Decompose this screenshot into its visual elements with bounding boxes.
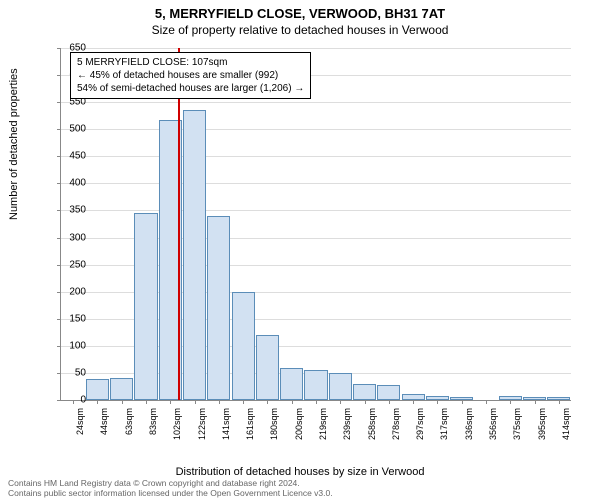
x-tick-mark (316, 400, 317, 404)
y-tick-label: 450 (56, 151, 86, 162)
x-tick-mark (146, 400, 147, 404)
x-tick-label: 239sqm (342, 408, 352, 448)
x-tick-mark (559, 400, 560, 404)
histogram-bar (523, 397, 546, 400)
x-tick-mark (389, 400, 390, 404)
chart-container: 5, MERRYFIELD CLOSE, VERWOOD, BH31 7AT S… (0, 0, 600, 500)
histogram-bar (256, 335, 279, 400)
x-tick-mark (413, 400, 414, 404)
chart-title-sub: Size of property relative to detached ho… (0, 21, 600, 37)
grid-line (61, 210, 571, 211)
x-tick-mark (437, 400, 438, 404)
x-axis-label: Distribution of detached houses by size … (0, 466, 600, 478)
histogram-bar (232, 292, 255, 400)
histogram-bar (207, 216, 230, 400)
x-tick-mark (365, 400, 366, 404)
y-tick-label: 250 (56, 259, 86, 270)
chart-footer: Contains HM Land Registry data © Crown c… (8, 478, 333, 498)
histogram-bar (450, 397, 473, 400)
y-tick-label: 350 (56, 205, 86, 216)
chart-annotation-box: 5 MERRYFIELD CLOSE: 107sqm ← 45% of deta… (70, 52, 311, 99)
x-tick-mark (486, 400, 487, 404)
x-tick-mark (170, 400, 171, 404)
y-tick-label: 500 (56, 124, 86, 135)
x-tick-mark (97, 400, 98, 404)
x-tick-label: 258sqm (367, 408, 377, 448)
x-tick-label: 200sqm (294, 408, 304, 448)
x-tick-mark (292, 400, 293, 404)
histogram-bar (280, 368, 303, 400)
histogram-bar (499, 396, 522, 400)
y-tick-label: 50 (56, 367, 86, 378)
x-tick-label: 83sqm (148, 408, 158, 448)
histogram-bar (183, 110, 206, 400)
y-tick-label: 200 (56, 286, 86, 297)
footer-line-2: Contains public sector information licen… (8, 488, 333, 498)
grid-line (61, 183, 571, 184)
histogram-bar (110, 378, 133, 400)
x-tick-mark (462, 400, 463, 404)
x-tick-mark (243, 400, 244, 404)
histogram-bar (547, 397, 570, 400)
x-tick-mark (510, 400, 511, 404)
histogram-bar (402, 394, 425, 400)
x-tick-mark (219, 400, 220, 404)
chart-title-main: 5, MERRYFIELD CLOSE, VERWOOD, BH31 7AT (0, 0, 600, 21)
y-tick-label: 100 (56, 340, 86, 351)
footer-line-1: Contains HM Land Registry data © Crown c… (8, 478, 333, 488)
reference-line (178, 48, 180, 400)
x-tick-label: 375sqm (512, 408, 522, 448)
x-tick-label: 395sqm (537, 408, 547, 448)
grid-line (61, 129, 571, 130)
histogram-bar (426, 396, 449, 400)
infobox-line-3: 54% of semi-detached houses are larger (… (77, 82, 304, 95)
x-tick-label: 278sqm (391, 408, 401, 448)
x-tick-label: 44sqm (99, 408, 109, 448)
x-tick-label: 297sqm (415, 408, 425, 448)
histogram-bar (329, 373, 352, 400)
x-tick-mark (195, 400, 196, 404)
x-tick-label: 356sqm (488, 408, 498, 448)
x-tick-label: 414sqm (561, 408, 571, 448)
x-tick-label: 122sqm (197, 408, 207, 448)
x-tick-label: 63sqm (124, 408, 134, 448)
histogram-bar (353, 384, 376, 400)
y-axis-label: Number of detached properties (8, 68, 20, 220)
histogram-bar (86, 379, 109, 400)
x-tick-mark (122, 400, 123, 404)
x-tick-label: 219sqm (318, 408, 328, 448)
x-tick-label: 24sqm (75, 408, 85, 448)
grid-line (61, 156, 571, 157)
infobox-line-2: ← 45% of detached houses are smaller (99… (77, 69, 304, 82)
histogram-bar (304, 370, 327, 400)
x-tick-label: 102sqm (172, 408, 182, 448)
infobox-line-1: 5 MERRYFIELD CLOSE: 107sqm (77, 56, 304, 69)
histogram-bar (134, 213, 157, 400)
y-tick-label: 300 (56, 232, 86, 243)
chart-plot-area (60, 48, 571, 401)
x-tick-mark (340, 400, 341, 404)
grid-line (61, 48, 571, 49)
x-tick-label: 317sqm (439, 408, 449, 448)
x-tick-label: 336sqm (464, 408, 474, 448)
y-tick-label: 150 (56, 313, 86, 324)
grid-line (61, 102, 571, 103)
x-tick-label: 161sqm (245, 408, 255, 448)
histogram-bar (377, 385, 400, 400)
x-tick-mark (267, 400, 268, 404)
x-tick-label: 141sqm (221, 408, 231, 448)
x-tick-label: 180sqm (269, 408, 279, 448)
x-tick-mark (535, 400, 536, 404)
y-tick-label: 0 (56, 395, 86, 406)
y-tick-label: 400 (56, 178, 86, 189)
